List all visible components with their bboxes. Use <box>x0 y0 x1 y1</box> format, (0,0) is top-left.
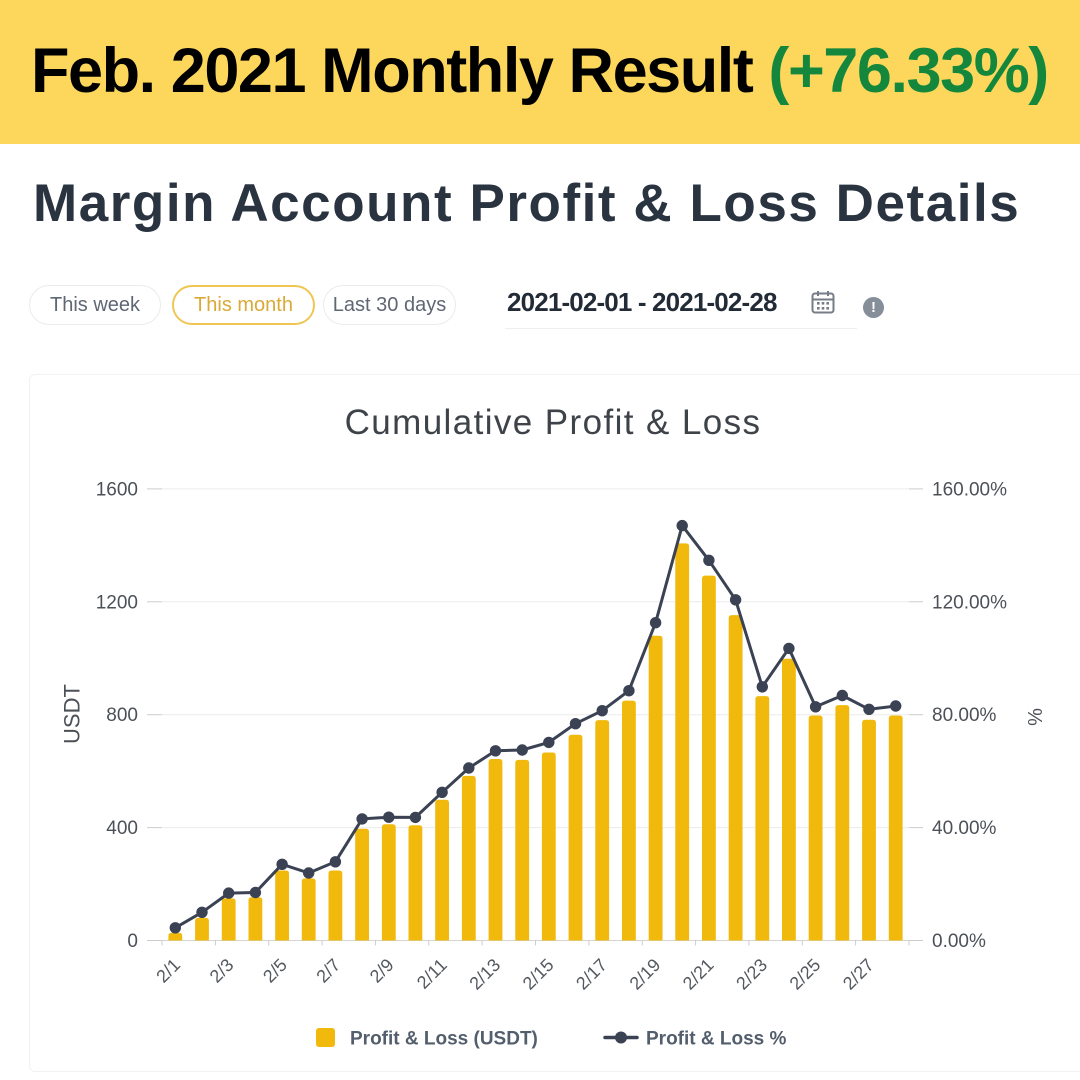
svg-text:400: 400 <box>106 818 138 839</box>
svg-text:80.00%: 80.00% <box>932 705 997 726</box>
svg-text:2/25: 2/25 <box>786 955 825 994</box>
svg-text:2/23: 2/23 <box>732 955 771 994</box>
svg-text:2/13: 2/13 <box>465 955 504 994</box>
svg-text:2/11: 2/11 <box>413 955 451 993</box>
svg-text:2/3: 2/3 <box>206 955 238 987</box>
svg-text:2/19: 2/19 <box>626 955 665 994</box>
svg-text:%: % <box>1025 708 1047 726</box>
svg-text:1200: 1200 <box>96 592 138 613</box>
svg-text:40.00%: 40.00% <box>932 818 997 839</box>
svg-text:2/9: 2/9 <box>366 955 398 987</box>
svg-text:1600: 1600 <box>96 479 138 500</box>
svg-text:Profit & Loss (USDT): Profit & Loss (USDT) <box>350 1029 538 1050</box>
svg-text:0.00%: 0.00% <box>932 931 986 952</box>
svg-text:2/15: 2/15 <box>519 955 558 994</box>
svg-text:0: 0 <box>127 931 138 952</box>
svg-text:160.00%: 160.00% <box>932 479 1007 500</box>
svg-text:120.00%: 120.00% <box>932 592 1007 613</box>
svg-text:Cumulative Profit & Loss: Cumulative Profit & Loss <box>345 403 762 442</box>
svg-text:2/1: 2/1 <box>152 955 184 987</box>
svg-text:Profit & Loss %: Profit & Loss % <box>646 1029 787 1050</box>
svg-text:800: 800 <box>106 705 138 726</box>
svg-text:2/27: 2/27 <box>839 955 878 994</box>
svg-text:2/21: 2/21 <box>679 955 718 994</box>
svg-text:2/7: 2/7 <box>312 955 344 987</box>
svg-text:2/17: 2/17 <box>572 955 611 994</box>
svg-text:USDT: USDT <box>60 684 85 744</box>
svg-text:2/5: 2/5 <box>259 955 291 987</box>
